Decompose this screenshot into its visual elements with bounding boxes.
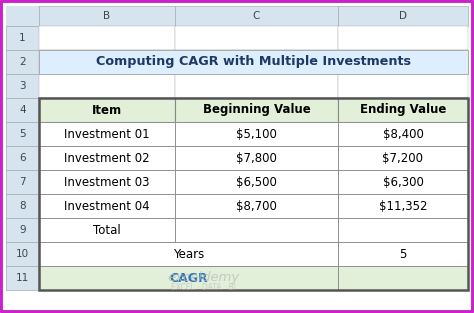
Bar — [39, 122, 175, 146]
Text: 7: 7 — [19, 177, 26, 187]
Bar — [338, 6, 468, 26]
Bar — [39, 98, 175, 122]
Bar — [6, 266, 39, 290]
Bar — [175, 50, 338, 74]
Text: 3: 3 — [19, 81, 26, 91]
Bar — [39, 98, 175, 122]
Bar — [338, 218, 468, 242]
Text: 1: 1 — [19, 33, 26, 43]
Bar — [338, 146, 468, 170]
Polygon shape — [6, 6, 39, 26]
Bar — [175, 146, 338, 170]
Bar — [338, 266, 468, 290]
Text: Ending Value: Ending Value — [360, 104, 446, 116]
Text: CAGR: CAGR — [169, 271, 208, 285]
Text: $5,100: $5,100 — [236, 127, 277, 141]
Bar — [39, 50, 175, 74]
Text: B: B — [103, 11, 110, 21]
Text: 11: 11 — [16, 273, 29, 283]
Bar — [338, 242, 468, 266]
Text: Investment 02: Investment 02 — [64, 151, 150, 165]
Bar — [175, 242, 338, 266]
Bar — [6, 194, 39, 218]
Bar — [39, 26, 175, 50]
Bar — [39, 50, 468, 74]
Bar — [338, 74, 468, 98]
Bar — [6, 170, 39, 194]
Bar — [39, 170, 175, 194]
Text: EXCEL · DATA · BI: EXCEL · DATA · BI — [171, 284, 236, 293]
Text: 2: 2 — [19, 57, 26, 67]
Bar — [175, 122, 338, 146]
Text: $7,800: $7,800 — [236, 151, 277, 165]
Text: D: D — [399, 11, 407, 21]
Bar — [338, 170, 468, 194]
Text: $11,352: $11,352 — [379, 199, 427, 213]
Bar — [39, 146, 175, 170]
Text: Investment 03: Investment 03 — [64, 176, 150, 188]
Bar — [175, 26, 338, 50]
Bar — [6, 218, 39, 242]
Text: C: C — [253, 11, 260, 21]
Bar — [175, 98, 338, 122]
Text: Investment 01: Investment 01 — [64, 127, 150, 141]
Bar — [338, 98, 468, 122]
Text: 9: 9 — [19, 225, 26, 235]
Bar — [6, 50, 39, 74]
Text: exceldemy: exceldemy — [167, 271, 240, 285]
Bar — [39, 218, 175, 242]
Bar — [175, 170, 338, 194]
Text: Years: Years — [173, 248, 204, 260]
Bar — [39, 6, 175, 26]
Bar — [6, 98, 39, 122]
Text: Computing CAGR with Multiple Investments: Computing CAGR with Multiple Investments — [96, 55, 411, 69]
Bar — [6, 74, 39, 98]
Bar — [338, 50, 468, 74]
Bar — [338, 98, 468, 122]
Bar — [338, 218, 468, 242]
Text: $8,700: $8,700 — [236, 199, 277, 213]
Bar — [338, 122, 468, 146]
Text: Beginning Value: Beginning Value — [202, 104, 310, 116]
Bar — [6, 146, 39, 170]
Bar — [338, 26, 468, 50]
Text: 5: 5 — [399, 248, 407, 260]
Bar — [338, 194, 468, 218]
Bar — [39, 194, 175, 218]
Bar — [175, 194, 338, 218]
Bar — [175, 218, 338, 242]
Bar — [175, 218, 338, 242]
Text: $8,400: $8,400 — [383, 127, 423, 141]
Text: Investment 04: Investment 04 — [64, 199, 150, 213]
Bar — [175, 98, 338, 122]
Bar — [338, 242, 468, 266]
Bar — [39, 266, 175, 290]
Bar — [39, 170, 175, 194]
Bar — [338, 194, 468, 218]
Bar — [39, 242, 338, 266]
Bar — [39, 266, 338, 290]
Bar — [39, 98, 468, 290]
Text: 5: 5 — [19, 129, 26, 139]
Text: $6,300: $6,300 — [383, 176, 423, 188]
Bar — [175, 194, 338, 218]
Bar — [175, 74, 338, 98]
Bar — [39, 122, 175, 146]
Text: 6: 6 — [19, 153, 26, 163]
Bar — [6, 122, 39, 146]
Bar — [175, 146, 338, 170]
Text: $6,500: $6,500 — [236, 176, 277, 188]
Bar — [338, 146, 468, 170]
Bar — [175, 6, 338, 26]
Text: $7,200: $7,200 — [383, 151, 423, 165]
Bar — [39, 218, 175, 242]
Bar — [175, 170, 338, 194]
Bar — [338, 266, 468, 290]
Bar — [39, 74, 175, 98]
Bar — [338, 122, 468, 146]
Bar — [338, 170, 468, 194]
Bar — [39, 242, 175, 266]
Text: 8: 8 — [19, 201, 26, 211]
Bar — [6, 242, 39, 266]
